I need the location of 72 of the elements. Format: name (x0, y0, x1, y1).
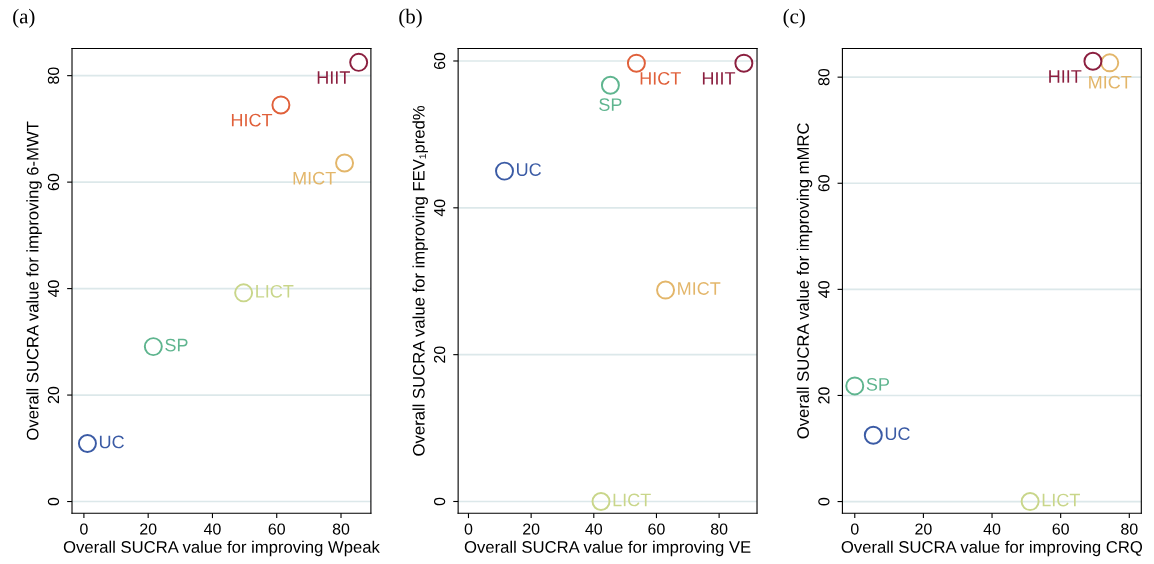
point (626, 53, 646, 73)
point (234, 283, 254, 303)
series-label: HIIT (317, 71, 350, 84)
y-tick-label: 80 (47, 67, 60, 84)
series-label: MICT (293, 171, 336, 185)
y-tick-label: 60 (818, 175, 830, 192)
y-tick-label: 80 (818, 68, 830, 86)
point (591, 492, 611, 511)
series-label: LICT (613, 493, 651, 507)
y-tick-label: 0 (433, 497, 446, 506)
x-tick-label: 0 (464, 523, 473, 535)
y-tick-label: 0 (47, 497, 60, 506)
series-label: UC (885, 427, 910, 441)
x-axis-title: Overall SUCRA value for improving VE (464, 540, 751, 557)
x-tick-label: 0 (850, 523, 859, 535)
series-label: SP (599, 98, 622, 111)
point (495, 161, 514, 181)
point (335, 153, 355, 173)
series-label: HICT (231, 113, 273, 127)
x-tick-label: 80 (710, 523, 728, 535)
y-axis-title: Overall SUCRA value for improving FEV₁pred% (412, 105, 428, 456)
series-label: HIIT (702, 72, 736, 85)
point (656, 280, 676, 300)
chart-title: (c) (783, 8, 805, 28)
y-tick-label: 0 (818, 497, 830, 506)
point (600, 75, 620, 95)
chart-title: (b) (399, 8, 422, 28)
y-tick-label: 20 (47, 386, 60, 404)
x-tick-label: 60 (1052, 523, 1069, 535)
y-tick-label: 60 (433, 52, 446, 70)
series-label: SP (165, 338, 188, 352)
series-label: SP (866, 377, 890, 391)
series-label: MICT (1089, 75, 1132, 89)
x-tick-label: 40 (983, 523, 1001, 535)
x-tick-label: 80 (332, 523, 350, 535)
x-tick-label: 20 (523, 523, 540, 535)
point (271, 95, 291, 115)
x-tick-label: 60 (268, 523, 285, 535)
point (77, 434, 97, 453)
y-axis-title: Overall SUCRA value for improving mMRC (796, 123, 813, 439)
x-tick-label: 20 (140, 523, 157, 535)
series-label: UC (99, 435, 124, 449)
point (1020, 492, 1040, 512)
point (734, 53, 754, 73)
y-tick-label: 40 (433, 199, 446, 217)
x-tick-label: 20 (915, 523, 932, 535)
point (1083, 51, 1103, 71)
x-axis-title: Overall SUCRA value for improving CRQ (841, 540, 1143, 557)
series-label: UC (517, 163, 542, 176)
point (349, 52, 369, 72)
y-tick-label: 20 (433, 346, 446, 363)
point (845, 376, 865, 396)
x-axis-title: Overall SUCRA value for improving Wpeak (63, 540, 380, 557)
x-tick-label: 80 (1121, 523, 1138, 535)
series-label: HIIT (1049, 70, 1082, 83)
series-label: LICT (1042, 493, 1080, 507)
y-axis-title: Overall SUCRA value for improving 6-MWT (26, 121, 42, 440)
point (863, 425, 883, 445)
x-tick-label: 40 (585, 523, 603, 535)
x-tick-label: 40 (203, 523, 221, 535)
point (143, 337, 163, 357)
series-label: MICT (678, 282, 721, 295)
y-tick-label: 60 (47, 173, 60, 191)
x-tick-label: 0 (80, 523, 88, 535)
x-tick-label: 60 (648, 523, 665, 535)
chart-title: (a) (13, 8, 35, 28)
point (1100, 53, 1120, 73)
y-tick-label: 40 (818, 281, 830, 298)
y-tick-label: 20 (818, 387, 830, 404)
series-label: HICT (640, 72, 681, 85)
y-tick-label: 40 (47, 280, 60, 298)
series-label: LICT (256, 284, 294, 298)
